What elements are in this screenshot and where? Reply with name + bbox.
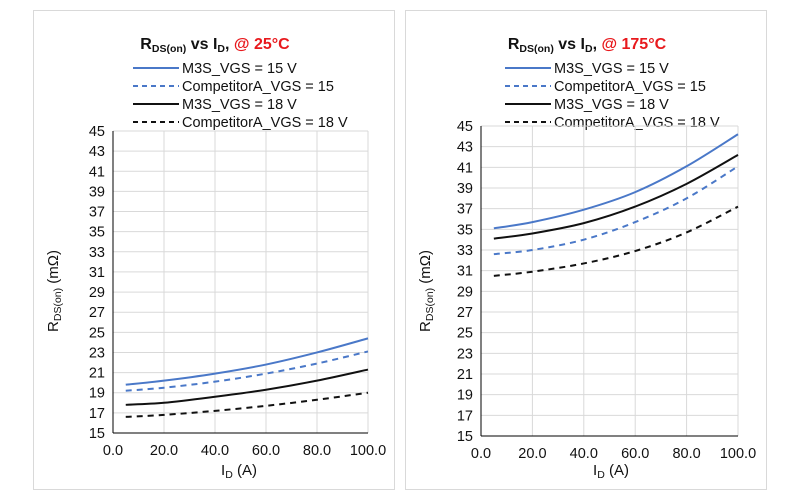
y-tick-label: 25 bbox=[89, 325, 105, 341]
series-line-3 bbox=[493, 205, 739, 277]
x-tick-label: 80.0 bbox=[672, 446, 700, 462]
y-tick-label: 33 bbox=[457, 243, 473, 259]
chart-panel-175c: RDS(on) vs ID, @ 175°C M3S_VGS = 15 V Co… bbox=[405, 10, 767, 490]
series-line-2 bbox=[493, 154, 739, 240]
legend-label-m3s-15: M3S_VGS = 15 V bbox=[554, 61, 669, 77]
y-tick-label: 23 bbox=[89, 345, 105, 361]
x-tick-label: 20.0 bbox=[150, 443, 178, 459]
legend-label-competitor-15: CompetitorA_VGS = 15 bbox=[182, 79, 334, 95]
y-tick-label: 33 bbox=[89, 245, 105, 261]
x-tick-label: 40.0 bbox=[570, 446, 598, 462]
series-line-1 bbox=[493, 165, 739, 256]
legend: M3S_VGS = 15 V CompetitorA_VGS = 15 M3S_… bbox=[133, 61, 348, 131]
y-tick-label: 41 bbox=[457, 160, 473, 176]
y-tick-label: 39 bbox=[457, 181, 473, 197]
legend-label-competitor-18: CompetitorA_VGS = 18 V bbox=[182, 115, 348, 131]
chart-title: RDS(on) vs ID, @ 175°C bbox=[508, 36, 667, 55]
y-tick-label: 37 bbox=[89, 205, 105, 221]
y-tick-label: 17 bbox=[457, 408, 473, 424]
y-tick-label: 35 bbox=[89, 225, 105, 241]
y-tick-label: 23 bbox=[457, 346, 473, 362]
series-line-3 bbox=[125, 391, 369, 418]
y-tick-label: 17 bbox=[89, 406, 105, 422]
x-tick-label: 20.0 bbox=[518, 446, 546, 462]
y-axis-label: RDS(on) (mΩ) bbox=[417, 250, 436, 332]
y-tick-label: 43 bbox=[457, 140, 473, 156]
legend: M3S_VGS = 15 V CompetitorA_VGS = 15 M3S_… bbox=[505, 61, 720, 131]
x-tick-label: 100.0 bbox=[350, 443, 386, 459]
y-tick-label: 35 bbox=[457, 222, 473, 238]
y-tick-label: 39 bbox=[89, 184, 105, 200]
legend-label-m3s-18: M3S_VGS = 18 V bbox=[554, 97, 669, 113]
y-tick-label: 45 bbox=[89, 124, 105, 140]
x-tick-label: 60.0 bbox=[252, 443, 280, 459]
x-tick-label: 0.0 bbox=[103, 443, 123, 459]
x-tick-label: 100.0 bbox=[720, 446, 756, 462]
chart-title: RDS(on) vs ID, @ 25°C bbox=[140, 36, 290, 55]
y-tick-label: 29 bbox=[457, 284, 473, 300]
chart-title-temperature: @ 25°C bbox=[234, 36, 290, 53]
y-tick-label: 21 bbox=[457, 367, 473, 383]
y-tick-label: 27 bbox=[457, 305, 473, 321]
chart-svg-25c: RDS(on) vs ID, @ 25°C M3S_VGS = 15 V Com… bbox=[45, 36, 386, 481]
legend-label-m3s-15: M3S_VGS = 15 V bbox=[182, 61, 297, 77]
y-tick-label: 43 bbox=[89, 144, 105, 160]
legend-label-m3s-18: M3S_VGS = 18 V bbox=[182, 97, 297, 113]
y-tick-label: 45 bbox=[457, 119, 473, 135]
y-tick-label: 25 bbox=[457, 326, 473, 342]
legend-label-competitor-15: CompetitorA_VGS = 15 bbox=[554, 79, 706, 95]
legend-label-competitor-18: CompetitorA_VGS = 18 V bbox=[554, 115, 720, 131]
x-tick-label: 60.0 bbox=[621, 446, 649, 462]
y-tick-label: 31 bbox=[89, 265, 105, 281]
y-tick-label: 21 bbox=[89, 366, 105, 382]
y-axis-label: RDS(on) (mΩ) bbox=[45, 250, 64, 332]
chart-svg-175c: RDS(on) vs ID, @ 175°C M3S_VGS = 15 V Co… bbox=[417, 36, 756, 481]
y-tick-label: 19 bbox=[89, 386, 105, 402]
x-axis-label: ID (A) bbox=[593, 462, 629, 481]
chart-title-temperature: @ 175°C bbox=[601, 36, 666, 53]
chart-panel-25c: RDS(on) vs ID, @ 25°C M3S_VGS = 15 V Com… bbox=[33, 10, 395, 490]
series-line-1 bbox=[125, 350, 369, 392]
y-tick-label: 15 bbox=[457, 429, 473, 445]
x-axis-label: ID (A) bbox=[221, 462, 257, 481]
x-tick-label: 40.0 bbox=[201, 443, 229, 459]
series-line-2 bbox=[125, 368, 369, 406]
series-line-0 bbox=[493, 133, 739, 230]
x-tick-label: 0.0 bbox=[471, 446, 491, 462]
y-tick-label: 19 bbox=[457, 388, 473, 404]
y-tick-label: 31 bbox=[457, 264, 473, 280]
y-tick-label: 15 bbox=[89, 426, 105, 442]
y-tick-label: 37 bbox=[457, 202, 473, 218]
y-tick-label: 29 bbox=[89, 285, 105, 301]
y-tick-label: 27 bbox=[89, 305, 105, 321]
y-tick-label: 41 bbox=[89, 164, 105, 180]
series-line-0 bbox=[125, 337, 369, 386]
x-tick-label: 80.0 bbox=[303, 443, 331, 459]
